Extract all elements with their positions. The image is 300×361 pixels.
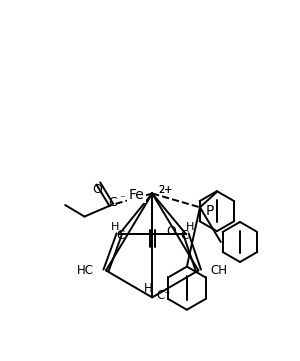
Text: H: H <box>111 222 119 231</box>
Text: 2+: 2+ <box>158 186 172 195</box>
Text: O: O <box>92 183 102 196</box>
Text: C: C <box>109 196 117 209</box>
Text: Fe: Fe <box>129 188 145 202</box>
Text: ⁻: ⁻ <box>119 194 125 204</box>
Text: O: O <box>166 226 176 239</box>
Text: HC: HC <box>77 264 94 277</box>
Text: H: H <box>186 222 194 231</box>
Text: 2+: 2+ <box>158 186 172 195</box>
Text: CH: CH <box>211 264 228 277</box>
Text: H: H <box>144 282 153 295</box>
Text: P: P <box>205 204 214 218</box>
Text: C⁻: C⁻ <box>156 290 171 303</box>
Text: C: C <box>116 229 125 242</box>
Text: Fe: Fe <box>129 188 145 202</box>
Text: C: C <box>180 229 189 242</box>
